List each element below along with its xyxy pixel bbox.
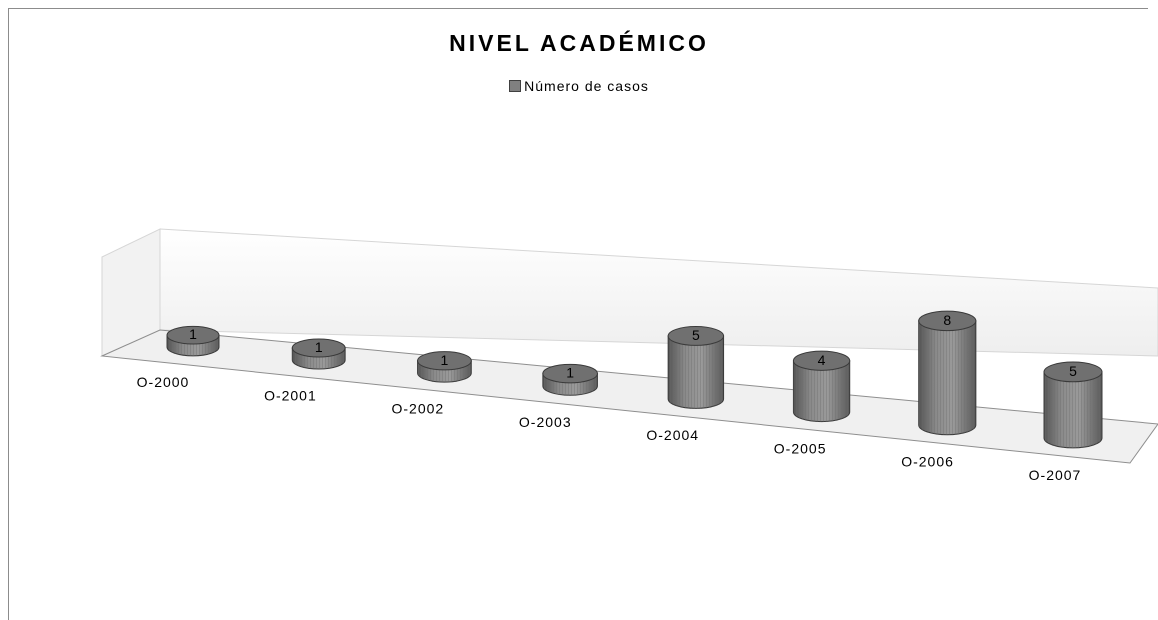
data-label: 5 [692, 327, 700, 343]
bar-top [417, 351, 472, 371]
category-label: O-2006 [901, 454, 954, 470]
category-labels: O-2000 O-2001 O-2002 O-2003 O-2004 O-2005 O-20… [137, 374, 1082, 483]
category-label: O-2001 [264, 387, 317, 403]
category-label: O-2002 [392, 401, 445, 417]
bar-O-2005: 4 [792, 350, 851, 423]
category-label: O-2007 [1029, 467, 1082, 483]
bar-top [1043, 361, 1103, 383]
back-wall [159, 228, 1158, 357]
chart-floor [100, 329, 1158, 464]
chart-title: NIVEL ACADÉMICO [449, 30, 709, 56]
bar-O-2006: 8 [918, 310, 977, 436]
bar-top [918, 310, 977, 332]
category-label: O-2003 [519, 414, 572, 430]
legend-swatch [509, 80, 522, 92]
bar-O-2003: 1 [542, 363, 598, 396]
bars-group: 1 1 1 1 5 4 8 5 [166, 310, 1103, 449]
bar-texture [668, 335, 724, 409]
data-label: 1 [315, 339, 323, 355]
data-label: 4 [818, 352, 826, 368]
chart-walls [100, 228, 1158, 464]
category-label: O-2000 [137, 374, 190, 390]
category-label: O-2005 [774, 440, 827, 456]
bar-top [792, 350, 851, 371]
bar-O-2001: 1 [291, 338, 346, 370]
bar-O-2002: 1 [417, 351, 472, 383]
data-label: 1 [566, 365, 574, 381]
bar-texture [1044, 371, 1102, 448]
bar-O-2007: 5 [1043, 361, 1103, 449]
data-label: 5 [1069, 363, 1077, 379]
bar-top [542, 363, 598, 384]
bar-top [291, 338, 346, 358]
data-label: 8 [943, 312, 951, 328]
legend-label: Número de casos [524, 78, 649, 94]
bar-top [166, 325, 220, 345]
bar-top [667, 326, 725, 346]
category-label: O-2004 [646, 427, 699, 443]
bar-texture [918, 320, 976, 435]
bar-texture [793, 360, 850, 422]
chart-legend: Número de casos [0, 78, 1158, 94]
bar-O-2004: 5 [667, 326, 725, 409]
bar-O-2000: 1 [166, 325, 220, 357]
data-label: 1 [441, 352, 449, 368]
data-label: 1 [189, 326, 197, 342]
